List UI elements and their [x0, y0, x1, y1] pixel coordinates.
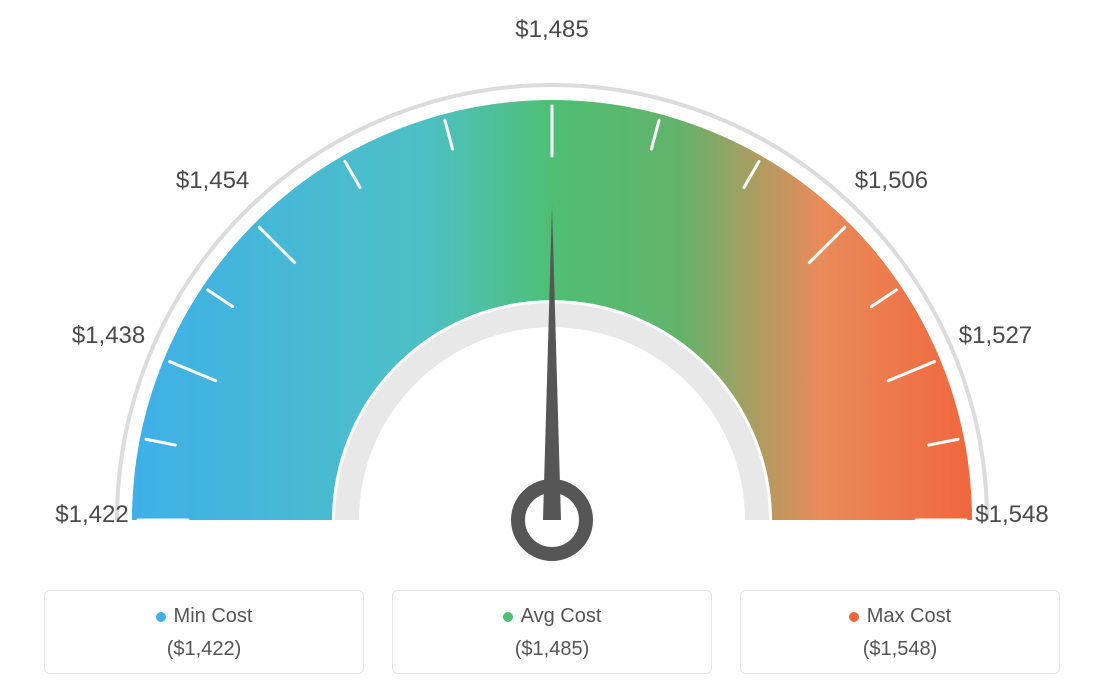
legend-title-text: Avg Cost [521, 605, 602, 628]
gauge-tick-label: $1,485 [515, 16, 588, 44]
legend-title-text: Max Cost [867, 605, 951, 628]
dot-icon [156, 612, 166, 622]
gauge-tick-label: $1,454 [176, 167, 249, 195]
legend-card-avg: Avg Cost ($1,485) [392, 590, 712, 674]
legend-row: Min Cost ($1,422) Avg Cost ($1,485) Max … [20, 590, 1084, 674]
gauge-svg [20, 20, 1084, 580]
dot-icon [503, 612, 513, 622]
gauge-area: $1,422$1,438$1,454$1,485$1,506$1,527$1,5… [20, 20, 1084, 580]
cost-gauge-chart: $1,422$1,438$1,454$1,485$1,506$1,527$1,5… [20, 20, 1084, 674]
gauge-tick-label: $1,527 [959, 322, 1032, 350]
legend-title-text: Min Cost [174, 605, 253, 628]
gauge-tick-label: $1,506 [855, 167, 928, 195]
gauge-tick-label: $1,438 [72, 322, 145, 350]
legend-title-min: Min Cost [156, 605, 253, 628]
legend-card-max: Max Cost ($1,548) [740, 590, 1060, 674]
legend-card-min: Min Cost ($1,422) [44, 590, 364, 674]
legend-title-max: Max Cost [849, 605, 951, 628]
legend-value-max: ($1,548) [751, 638, 1049, 661]
legend-title-avg: Avg Cost [503, 605, 602, 628]
dot-icon [849, 612, 859, 622]
legend-value-min: ($1,422) [55, 638, 353, 661]
legend-value-avg: ($1,485) [403, 638, 701, 661]
gauge-tick-label: $1,548 [975, 501, 1048, 529]
gauge-tick-label: $1,422 [55, 501, 128, 529]
